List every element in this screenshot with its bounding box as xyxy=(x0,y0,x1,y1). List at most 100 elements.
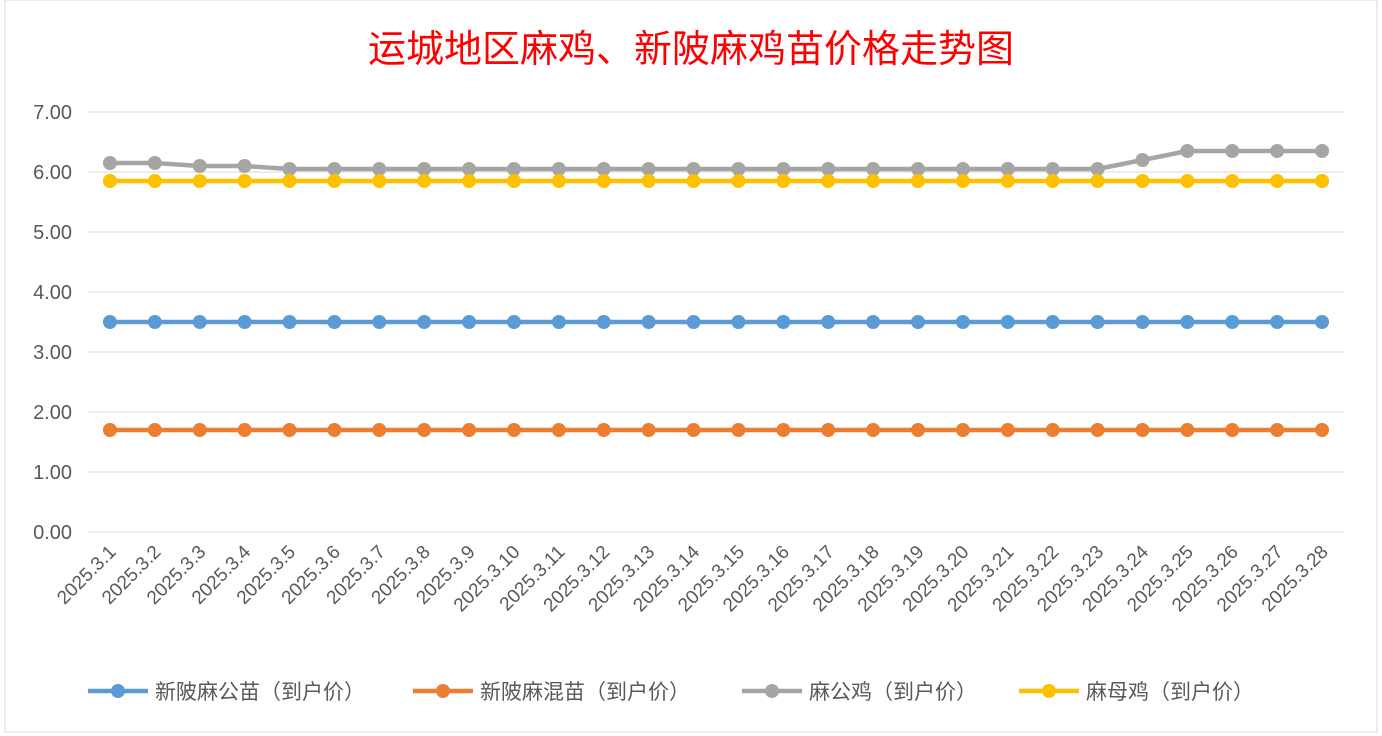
data-point-series-2-18 xyxy=(866,423,881,437)
data-point-series-1-16 xyxy=(776,315,791,329)
data-point-series-3-2 xyxy=(147,156,162,170)
data-point-series-2-26 xyxy=(1225,423,1240,437)
data-point-series-2-11 xyxy=(551,423,566,437)
y-tick-label: 5.00 xyxy=(33,222,72,244)
data-point-series-4-2 xyxy=(147,174,162,188)
data-point-series-4-10 xyxy=(506,174,521,188)
data-point-series-3-4 xyxy=(237,159,252,173)
legend-marker-swatch xyxy=(1042,684,1056,698)
data-point-series-3-25 xyxy=(1180,144,1195,158)
gridlines xyxy=(87,111,1345,533)
data-point-series-2-10 xyxy=(506,423,521,437)
data-point-series-2-15 xyxy=(731,423,746,437)
data-point-series-3-22 xyxy=(1045,162,1060,176)
y-axis-tick-labels: 0.00 1.00 2.00 3.00 4.00 5.00 6.00 7.00 xyxy=(33,102,72,544)
data-point-series-3-15 xyxy=(731,162,746,176)
data-point-series-4-5 xyxy=(282,174,297,188)
data-point-series-1-12 xyxy=(596,315,611,329)
data-point-series-1-13 xyxy=(641,315,656,329)
legend-marker-swatch xyxy=(436,684,450,698)
data-point-series-2-8 xyxy=(417,423,432,437)
data-point-series-2-16 xyxy=(776,423,791,437)
legend-label: 麻母鸡（到户价） xyxy=(1086,680,1254,704)
data-point-series-3-8 xyxy=(417,162,432,176)
data-point-series-4-25 xyxy=(1180,174,1195,188)
y-tick-label: 0.00 xyxy=(33,522,72,544)
legend-label: 新陂麻公苗（到户价） xyxy=(155,680,365,704)
legend-label: 麻公鸡（到户价） xyxy=(809,680,977,704)
data-point-series-4-22 xyxy=(1045,174,1060,188)
data-point-series-3-5 xyxy=(282,162,297,176)
data-point-series-3-26 xyxy=(1225,144,1240,158)
data-point-series-4-20 xyxy=(955,174,970,188)
data-point-series-4-24 xyxy=(1135,174,1150,188)
data-point-series-1-11 xyxy=(551,315,566,329)
data-point-series-2-7 xyxy=(372,423,387,437)
data-point-series-3-19 xyxy=(911,162,926,176)
data-point-series-3-10 xyxy=(506,162,521,176)
data-point-series-4-1 xyxy=(102,174,117,188)
legend-label: 新陂麻混苗（到户价） xyxy=(480,680,690,704)
data-point-series-1-15 xyxy=(731,315,746,329)
legend-marker-swatch xyxy=(111,684,125,698)
legend-item-4: 麻母鸡（到户价） xyxy=(1019,680,1254,704)
data-point-series-4-13 xyxy=(641,174,656,188)
legend-item-3: 麻公鸡（到户价） xyxy=(742,680,977,704)
legend-item-1: 新陂麻公苗（到户价） xyxy=(88,680,365,704)
data-point-series-4-6 xyxy=(327,174,342,188)
data-point-series-3-23 xyxy=(1090,162,1105,176)
data-point-series-4-21 xyxy=(1000,174,1015,188)
data-point-series-3-18 xyxy=(866,162,881,176)
data-point-series-4-14 xyxy=(686,174,701,188)
data-point-series-4-19 xyxy=(911,174,926,188)
data-point-series-1-8 xyxy=(417,315,432,329)
data-point-series-1-9 xyxy=(462,315,477,329)
data-point-series-1-22 xyxy=(1045,315,1060,329)
data-point-series-4-9 xyxy=(462,174,477,188)
data-point-series-1-21 xyxy=(1000,315,1015,329)
data-point-series-1-7 xyxy=(372,315,387,329)
data-point-series-1-18 xyxy=(866,315,881,329)
data-point-series-4-18 xyxy=(866,174,881,188)
data-point-series-1-4 xyxy=(237,315,252,329)
data-point-series-1-5 xyxy=(282,315,297,329)
y-tick-label: 7.00 xyxy=(33,102,72,124)
data-point-series-1-1 xyxy=(102,315,117,329)
data-point-series-4-7 xyxy=(372,174,387,188)
data-point-series-2-5 xyxy=(282,423,297,437)
data-point-series-2-6 xyxy=(327,423,342,437)
data-point-series-3-1 xyxy=(102,156,117,170)
y-tick-label: 3.00 xyxy=(33,342,72,364)
data-point-series-3-16 xyxy=(776,162,791,176)
data-point-series-4-8 xyxy=(417,174,432,188)
chart-area-background xyxy=(4,0,1378,733)
data-point-series-3-9 xyxy=(462,162,477,176)
chart-title: 运城地区麻鸡、新陂麻鸡苗价格走势图 xyxy=(368,27,1014,71)
data-point-series-1-6 xyxy=(327,315,342,329)
data-point-series-2-21 xyxy=(1000,423,1015,437)
data-point-series-2-25 xyxy=(1180,423,1195,437)
data-point-series-4-4 xyxy=(237,174,252,188)
data-point-series-3-3 xyxy=(192,159,207,173)
y-tick-label: 1.00 xyxy=(33,462,72,484)
data-point-series-1-17 xyxy=(821,315,836,329)
data-point-series-4-12 xyxy=(596,174,611,188)
data-point-series-1-20 xyxy=(955,315,970,329)
data-point-series-2-24 xyxy=(1135,423,1150,437)
data-point-series-1-27 xyxy=(1270,315,1285,329)
data-point-series-3-12 xyxy=(596,162,611,176)
data-point-series-3-14 xyxy=(686,162,701,176)
data-point-series-3-24 xyxy=(1135,153,1150,167)
data-point-series-4-11 xyxy=(551,174,566,188)
data-point-series-2-3 xyxy=(192,423,207,437)
data-point-series-4-3 xyxy=(192,174,207,188)
data-point-series-3-7 xyxy=(372,162,387,176)
data-point-series-3-13 xyxy=(641,162,656,176)
series-group xyxy=(102,144,1330,437)
legend-marker-swatch xyxy=(765,684,779,698)
y-tick-label: 2.00 xyxy=(33,402,72,424)
data-point-series-4-16 xyxy=(776,174,791,188)
data-point-series-2-22 xyxy=(1045,423,1060,437)
data-point-series-1-19 xyxy=(911,315,926,329)
